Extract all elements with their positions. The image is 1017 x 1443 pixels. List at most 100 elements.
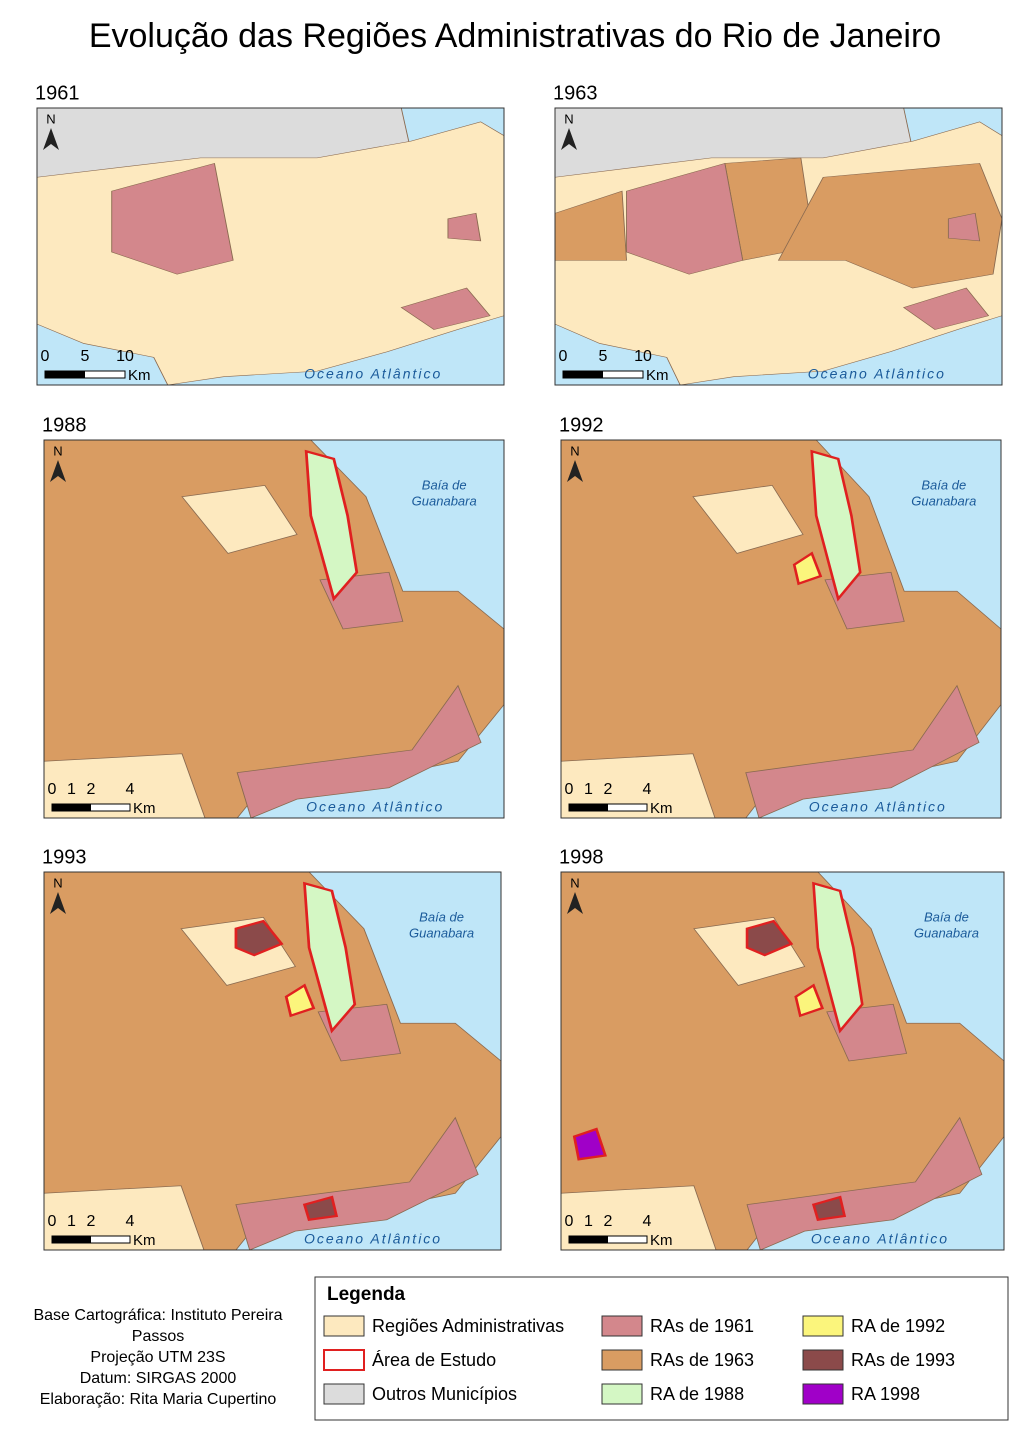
map-frame: [560, 439, 1002, 819]
north-arrow: N: [46, 111, 55, 126]
region-ra63: [561, 440, 1001, 818]
bay-label: Guanabara: [412, 493, 477, 508]
scale-unit: Km: [133, 800, 156, 817]
scale-bar-fill: [52, 804, 91, 811]
scale-label: 1: [67, 781, 76, 798]
scale-label: 4: [126, 1213, 135, 1230]
legend-swatch: [323, 1349, 365, 1371]
scale-label: 5: [599, 348, 608, 365]
scale-label: 10: [116, 348, 134, 365]
north-arrow-shape: [561, 128, 577, 150]
scale-label: 0: [48, 781, 57, 798]
legend-swatch: [601, 1383, 643, 1405]
scale-label: 0: [48, 1213, 57, 1230]
credit-line: Base Cartográfica: Instituto Pereira: [33, 1307, 282, 1324]
region-ra61: [626, 162, 744, 275]
ocean-label: Oceano Atlântico: [304, 366, 442, 382]
legend-label: Regiões Administrativas: [372, 1316, 564, 1336]
legend-label: RAs de 1993: [851, 1350, 955, 1370]
ocean-label: Oceano Atlântico: [304, 1231, 442, 1247]
credit-line: Datum: SIRGAS 2000: [80, 1370, 237, 1387]
legend-label: RA 1998: [851, 1384, 920, 1404]
scale-unit: Km: [133, 1232, 156, 1249]
ra-1992: [792, 551, 823, 586]
region-land: [561, 1185, 717, 1250]
ocean-label: Oceano Atlântico: [811, 1231, 949, 1247]
region-ra61: [236, 684, 482, 818]
bay-label: Baía de: [419, 909, 464, 924]
north-arrow: N: [570, 875, 579, 890]
ra-1993: [745, 919, 794, 957]
scale-label: 4: [643, 1213, 652, 1230]
map-frame: [43, 439, 505, 819]
credit-line: Projeção UTM 23S: [90, 1349, 225, 1366]
legend-label: Outros Municípios: [372, 1384, 517, 1404]
map: [561, 872, 1004, 1250]
region-land: [181, 484, 298, 554]
region-ra61: [111, 162, 234, 275]
panel-year: 1963: [553, 82, 598, 104]
legend-swatch: [601, 1349, 643, 1371]
north-arrow-shape: [50, 460, 66, 482]
region-ra61: [447, 212, 482, 242]
map-frame: [43, 871, 502, 1251]
map: [44, 440, 504, 818]
ra-1993: [234, 919, 284, 957]
scale-label: 0: [41, 348, 50, 365]
title: Evolução das Regiões Administrativas do …: [89, 17, 941, 55]
legend-label: RA de 1992: [851, 1316, 945, 1336]
scale-unit: Km: [128, 367, 151, 384]
scale-label: 0: [565, 1213, 574, 1230]
legend-swatch: [323, 1383, 365, 1405]
bay-label: Baía de: [921, 477, 966, 492]
ra-1992: [794, 983, 825, 1018]
scale-label: 2: [604, 781, 613, 798]
panel-year: 1988: [42, 414, 87, 436]
north-arrow: N: [570, 443, 579, 458]
scale-label: 1: [584, 781, 593, 798]
scale-bar-fill: [45, 371, 85, 378]
legend-swatch: [601, 1315, 643, 1337]
region-ra61: [947, 212, 981, 242]
ra-1998: [572, 1127, 607, 1161]
panel-year: 1992: [559, 414, 604, 436]
north-arrow: N: [53, 443, 62, 458]
scale-unit: Km: [650, 1232, 673, 1249]
region-land: [44, 1185, 205, 1250]
scale-bar-fill: [569, 804, 608, 811]
region-land: [561, 753, 716, 818]
region-ra61: [745, 684, 980, 818]
credit-line: Elaboração: Rita Maria Cupertino: [40, 1391, 277, 1408]
bay-label: Baía de: [422, 477, 467, 492]
north-arrow-shape: [567, 892, 583, 914]
credit-line: Passos: [132, 1328, 184, 1345]
region-land: [692, 484, 804, 554]
ra-1992: [284, 983, 316, 1018]
ra-1988: [810, 449, 862, 602]
north-arrow: N: [53, 875, 62, 890]
north-arrow-shape: [50, 892, 66, 914]
scale-label: 5: [81, 348, 90, 365]
scale-label: 2: [87, 781, 96, 798]
legend-swatch: [323, 1315, 365, 1337]
ra-1993: [811, 1195, 847, 1222]
scale-label: 4: [643, 781, 652, 798]
region-ra63: [555, 190, 627, 261]
region-ra61: [902, 287, 990, 330]
scale-label: 1: [584, 1213, 593, 1230]
scale-label: 0: [565, 781, 574, 798]
map: [555, 108, 1002, 385]
scale-unit: Km: [646, 367, 669, 384]
scale-bar-fill: [563, 371, 603, 378]
map: [37, 108, 504, 385]
panel-year: 1993: [42, 846, 87, 868]
ocean-label: Oceano Atlântico: [809, 799, 947, 815]
region-ra63: [777, 163, 1002, 289]
bay-label: Guanabara: [914, 925, 979, 940]
scale-label: 1: [67, 1213, 76, 1230]
map: [44, 872, 501, 1250]
legend-box: [314, 1276, 1009, 1421]
scale-label: 2: [87, 1213, 96, 1230]
map: [561, 440, 1001, 818]
